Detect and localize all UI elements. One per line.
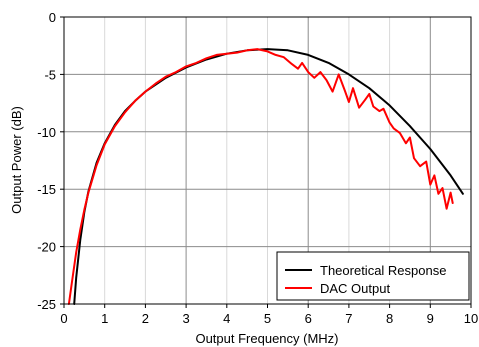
y-tick-label: -10	[37, 125, 56, 140]
y-tick-label: 0	[49, 10, 56, 25]
x-tick-label: 7	[345, 311, 352, 326]
x-tick-label: 2	[142, 311, 149, 326]
legend-label-theoretical: Theoretical Response	[320, 263, 446, 278]
x-tick-label: 6	[305, 311, 312, 326]
series-layer	[67, 48, 464, 305]
axis-ticks: 0 1 2 3 4 5 6 7 8 9 10 0 -5 -10 -15 -20 -25	[37, 10, 478, 326]
y-tick-label: -25	[37, 297, 56, 312]
dac-output-line	[67, 48, 454, 305]
y-tick-label: -5	[44, 67, 56, 82]
legend: Theoretical Response DAC Output	[276, 251, 470, 301]
x-tick-label: 4	[223, 311, 230, 326]
x-tick-label: 1	[101, 311, 108, 326]
legend-box	[276, 251, 470, 301]
x-tick-label: 0	[60, 311, 67, 326]
y-tick-label: -20	[37, 240, 56, 255]
x-tick-label: 3	[182, 311, 189, 326]
y-axis-title: Output Power (dB)	[9, 106, 24, 214]
grid	[64, 17, 471, 304]
x-tick-label: 10	[464, 311, 478, 326]
y-tick-label: -15	[37, 182, 56, 197]
x-tick-label: 9	[427, 311, 434, 326]
x-tick-label: 5	[264, 311, 271, 326]
legend-label-dac-output: DAC Output	[320, 281, 390, 296]
x-tick-label: 8	[386, 311, 393, 326]
x-axis-title: Output Frequency (MHz)	[195, 331, 338, 346]
